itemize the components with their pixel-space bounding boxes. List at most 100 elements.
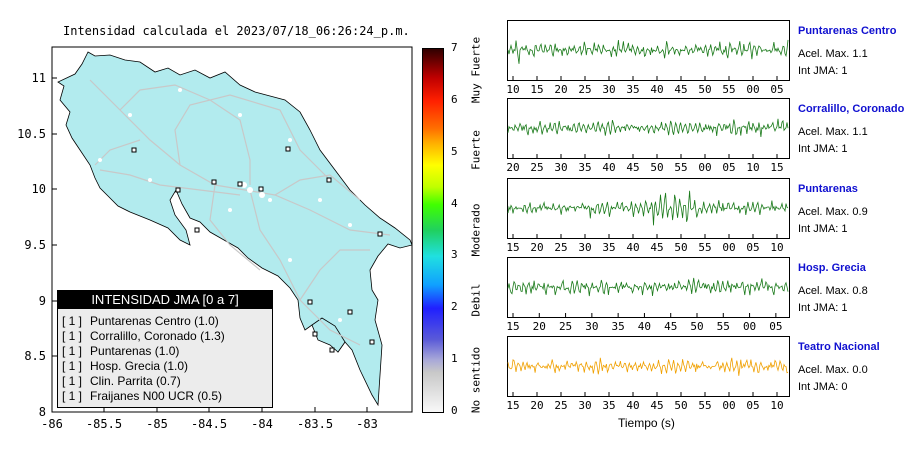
waveform-tick-label: 30 <box>554 161 567 174</box>
y-tick-10-5: 10.5 <box>17 127 46 141</box>
waveform-frame <box>507 98 790 159</box>
waveform-tick-label: 25 <box>578 83 591 96</box>
legend-item-label: Puntarenas Centro (1.0) <box>90 314 219 328</box>
waveform-tick-label: 15 <box>506 241 519 254</box>
waveform-tick-label: 30 <box>602 83 615 96</box>
y-tick-11: 11 <box>32 71 46 85</box>
station-markers <box>131 146 383 353</box>
max-acceleration: Acel. Max. 0.0 <box>798 364 868 376</box>
legend-list: [ 1 ] Puntarenas Centro (1.0) [ 1 ] Corrali… <box>58 309 272 409</box>
waveform-tick-label: 50 <box>650 161 663 174</box>
waveform-chart: 20 25 30 35 40 45 50 55 00 05 10 15 <box>506 98 790 174</box>
colorbar-tick: 2 <box>451 300 458 314</box>
intensity-colorbar <box>422 48 444 413</box>
station-name: Puntarenas <box>798 183 858 195</box>
x-tick-84: -84 <box>251 417 273 431</box>
waveform-tick-label: 15 <box>506 320 519 333</box>
waveform-trace <box>507 277 789 297</box>
y-tick-8: 8 <box>39 405 46 419</box>
waveform-tick-label: 25 <box>554 241 567 254</box>
x-tick-85: -85 <box>146 417 168 431</box>
colorbar-label: Fuerte <box>469 130 483 170</box>
y-tick-9: 9 <box>39 294 46 308</box>
waveform-tick-label: 00 <box>743 320 756 333</box>
colorbar-tick: 6 <box>451 92 458 106</box>
intensity-legend: INTENSIDAD JMA [0 a 7] [ 1 ] Puntarenas C… <box>57 290 273 408</box>
waveform-tick-label: 00 <box>698 161 711 174</box>
waveform-tick-label: 35 <box>626 83 639 96</box>
station-name: Hosp. Grecia <box>798 262 866 274</box>
waveform-chart: 10 15 20 25 30 35 40 45 50 55 00 05 <box>506 20 790 96</box>
legend-item: [ 1 ] Puntarenas (1.0) <box>62 344 268 359</box>
x-tick-83: -83 <box>356 417 378 431</box>
waveform-tick-label: 40 <box>650 83 663 96</box>
x-tick-83-5: -83.5 <box>297 417 333 431</box>
max-acceleration: Acel. Max. 1.1 <box>798 48 868 60</box>
waveform-frame <box>507 20 790 81</box>
waveform-tick-label: 20 <box>530 399 543 412</box>
legend-item-label: Corralillo, Coronado (1.3) <box>90 329 225 343</box>
legend-item-level: [ 1 ] <box>62 344 83 358</box>
waveform-tick-label: 00 <box>722 241 735 254</box>
max-acceleration: Acel. Max. 1.1 <box>798 126 868 138</box>
legend-item-level: [ 1 ] <box>62 329 83 343</box>
waveform-tick-label: 05 <box>769 320 782 333</box>
waveform-tick-label: 40 <box>638 320 651 333</box>
waveform-tick-label: 35 <box>602 241 615 254</box>
road-network <box>89 79 391 346</box>
colorbar-tick: 7 <box>451 41 458 54</box>
waveform-tick-label: 15 <box>506 399 519 412</box>
station-name: Teatro Nacional <box>798 341 880 353</box>
jma-intensity: Int JMA: 1 <box>798 143 848 155</box>
x-tick-84-5: -84.5 <box>191 417 227 431</box>
waveform-chart: 15 20 25 30 35 40 45 50 55 00 05 10 <box>506 336 790 412</box>
waveform-tick-label: 05 <box>722 161 735 174</box>
waveform-tick-label: 55 <box>698 241 711 254</box>
waveform-tick-label: 10 <box>770 241 783 254</box>
waveform-tick-label: 30 <box>585 320 598 333</box>
waveform-tick-label: 10 <box>506 83 519 96</box>
jma-intensity: Int JMA: 1 <box>798 302 848 314</box>
waveform-tick-label: 50 <box>690 320 703 333</box>
legend-item: [ 1 ] Puntarenas Centro (1.0) <box>62 314 268 329</box>
waveform-tick-label: 55 <box>717 320 730 333</box>
legend-item: [ 1 ] Clin. Parrita (0.7) <box>62 374 268 389</box>
osa-peninsula <box>311 317 346 353</box>
colorbar-label: Debil <box>469 283 483 317</box>
waveform-tick-label: 45 <box>650 241 663 254</box>
colorbar-label: Muy Fuerte <box>469 36 483 104</box>
waveform-tick-label: 45 <box>626 161 639 174</box>
station-name: Corralillo, Coronado <box>798 103 905 115</box>
waveform-tick-label: 25 <box>530 161 543 174</box>
legend-item-level: [ 1 ] <box>62 374 83 388</box>
legend-item-level: [ 1 ] <box>62 314 83 328</box>
waveform-tick-label: 05 <box>746 399 759 412</box>
waveform-trace <box>507 357 789 376</box>
waveform-tick-label: 20 <box>506 161 519 174</box>
waveform-tick-label: 45 <box>664 320 677 333</box>
jma-intensity: Int JMA: 0 <box>798 381 848 393</box>
waveform-chart: 15 20 25 30 35 40 45 50 55 00 05 10 <box>506 178 790 254</box>
waveform-tick-label: 50 <box>674 241 687 254</box>
waveform-tick-label: 25 <box>559 320 572 333</box>
waveform-tick-label: 10 <box>746 161 759 174</box>
waveform-trace <box>507 118 789 137</box>
map-y-axis: 11 10.5 10 9.5 9 8.5 8 <box>17 71 57 419</box>
waveform-tick-label: 55 <box>722 83 735 96</box>
colorbar-tick: 3 <box>451 248 458 262</box>
waveform-tick-label: 20 <box>533 320 546 333</box>
legend-item: [ 1 ] Fraijanes N00 UCR (0.5) <box>62 389 268 404</box>
waveform-tick-label: 50 <box>674 399 687 412</box>
colorbar-label: No sentido <box>469 346 483 414</box>
waveform-tick-label: 15 <box>530 83 543 96</box>
colorbar-tick: 1 <box>451 352 458 366</box>
city-points <box>98 88 352 322</box>
legend-item-level: [ 1 ] <box>62 389 83 403</box>
y-tick-8-5: 8.5 <box>24 349 46 363</box>
waveform-tick-label: 30 <box>578 241 591 254</box>
legend-item-label: Hosp. Grecia (1.0) <box>90 359 189 373</box>
colorbar-label: Moderado <box>469 203 483 257</box>
legend-title: INTENSIDAD JMA [0 a 7] <box>58 291 272 309</box>
x-tick-85-5: -85.5 <box>86 417 122 431</box>
legend-item: [ 1 ] Corralillo, Coronado (1.3) <box>62 329 268 344</box>
